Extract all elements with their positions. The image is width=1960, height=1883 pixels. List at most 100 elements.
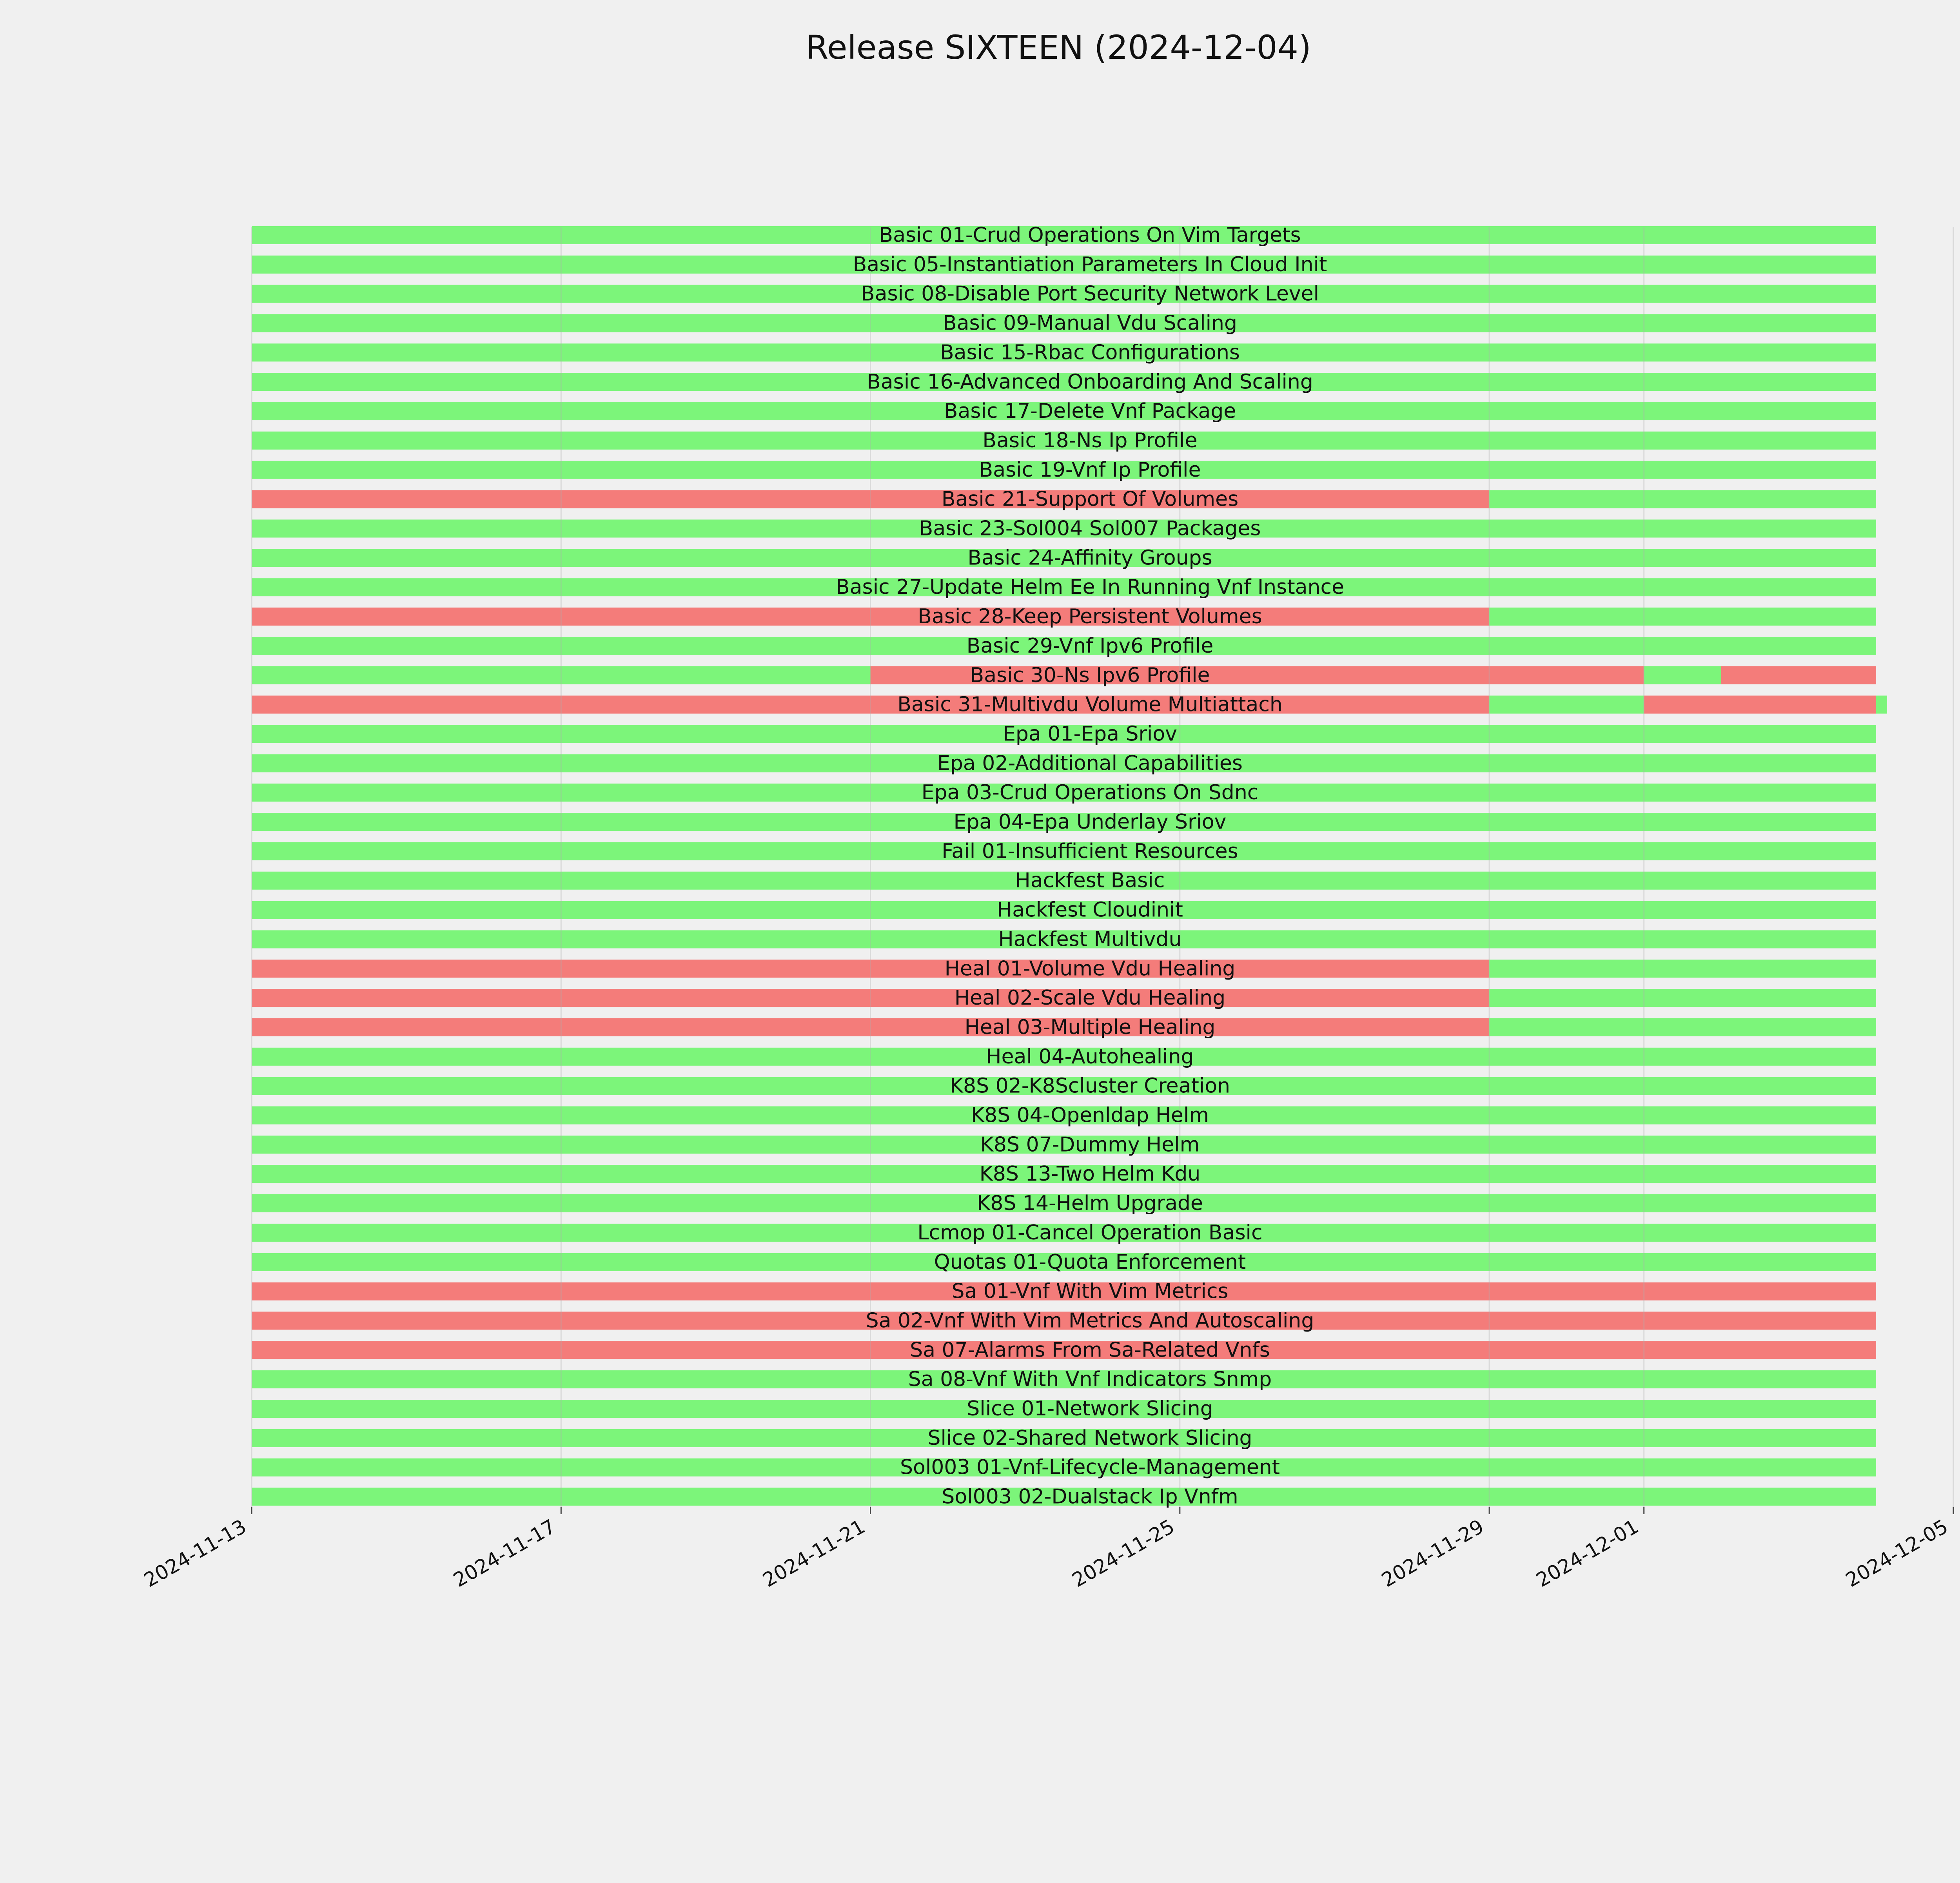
row-label: Sol003 01-Vnf-Lifecycle-Management <box>900 1456 1280 1479</box>
row-label: Basic 27-Update Helm Ee In Running Vnf I… <box>836 575 1344 599</box>
bar-segment-pass <box>252 1136 1876 1154</box>
bar-segment-pass <box>252 1223 1876 1242</box>
row-label: Basic 19-Vnf Ip Profile <box>979 458 1201 482</box>
bar-segment-pass <box>252 1253 1876 1271</box>
row-label: Basic 31-Multivdu Volume Multiattach <box>897 693 1283 717</box>
bar-segment-fail <box>252 1018 1490 1036</box>
row-label: Epa 04-Epa Underlay Sriov <box>954 810 1227 834</box>
row-label: K8S 02-K8Scluster Creation <box>950 1074 1230 1098</box>
row-label: Hackfest Cloudinit <box>997 898 1183 922</box>
bar-segment-pass <box>252 1047 1876 1066</box>
row-label: K8S 13-Two Helm Kdu <box>980 1162 1201 1186</box>
row-label: Basic 30-Ns Ipv6 Profile <box>970 664 1210 687</box>
bar-segment-pass <box>252 314 1876 332</box>
bar-segment-fail <box>252 608 1490 626</box>
bar-segment-pass <box>252 784 1876 802</box>
row-label: Basic 16-Advanced Onboarding And Scaling <box>867 370 1313 394</box>
bar-segment-pass <box>1876 695 1887 714</box>
bar-segment-pass <box>1489 490 1876 508</box>
row-label: Basic 23-Sol004 Sol007 Packages <box>919 517 1261 541</box>
bar-segment-fail <box>252 490 1490 508</box>
bar-segment-pass <box>252 1194 1876 1212</box>
row-label: Quotas 01-Quota Enforcement <box>934 1250 1246 1274</box>
x-tick-label: 2024-11-17 <box>450 1515 560 1592</box>
row-label: Basic 24-Affinity Groups <box>967 546 1212 570</box>
x-tick-label: 2024-12-05 <box>1842 1515 1952 1592</box>
row-label: Heal 02-Scale Vdu Healing <box>955 986 1225 1010</box>
bar-segment-fail <box>252 960 1490 978</box>
bar-segment-pass <box>252 1429 1876 1447</box>
bar-segment-pass <box>252 402 1876 421</box>
row-label: Epa 02-Additional Capabilities <box>937 751 1243 775</box>
bar-segment-pass <box>1644 666 1721 684</box>
row-label: K8S 07-Dummy Helm <box>980 1133 1200 1156</box>
row-label: Basic 18-Ns Ip Profile <box>982 429 1197 452</box>
bar-segment-fail <box>1644 695 1876 714</box>
bar-segment-pass <box>252 549 1876 567</box>
bar-segment-pass <box>252 871 1876 890</box>
bar-segment-pass <box>252 519 1876 538</box>
bar-segment-pass <box>252 813 1876 831</box>
bar-segment-pass <box>252 930 1876 949</box>
bar-segment-pass <box>252 226 1876 244</box>
x-tick-label: 2024-12-01 <box>1532 1515 1642 1592</box>
x-tick-label: 2024-11-25 <box>1068 1515 1178 1592</box>
bar-segment-pass <box>252 901 1876 919</box>
row-label: Sa 01-Vnf With Vim Metrics <box>951 1280 1228 1303</box>
bar-segment-fail <box>1721 666 1876 684</box>
bar-segment-pass <box>252 842 1876 860</box>
row-label: Sol003 02-Dualstack Ip Vnfm <box>942 1485 1238 1509</box>
bar-segment-pass <box>252 578 1876 597</box>
row-label: Hackfest Multivdu <box>998 927 1182 951</box>
bar-segment-fail <box>252 989 1490 1007</box>
x-tick-label: 2024-11-21 <box>759 1515 869 1592</box>
chart-title: Release SIXTEEN (2024-12-04) <box>806 28 1311 67</box>
row-label: Basic 29-Vnf Ipv6 Profile <box>967 634 1214 658</box>
row-label: Fail 01-Insufficient Resources <box>942 840 1238 863</box>
bar-segment-pass <box>1489 1018 1876 1036</box>
row-labels: Basic 01-Crud Operations On Vim Targets B… <box>836 223 1344 1509</box>
x-tick-label: 2024-11-13 <box>140 1515 250 1592</box>
bar-segment-pass <box>1489 695 1644 714</box>
bar-segment-pass <box>252 1370 1876 1389</box>
row-label: Basic 09-Manual Vdu Scaling <box>943 312 1237 335</box>
row-label: Sa 08-Vnf With Vnf Indicators Snmp <box>908 1368 1272 1391</box>
bar-segment-pass <box>252 1400 1876 1418</box>
x-axis: 2024-11-13 2024-11-17 2024-11-21 2024-11-25… <box>140 1507 1954 1592</box>
row-label: K8S 14-Helm Upgrade <box>977 1192 1203 1215</box>
bar-segment-fail <box>252 695 1490 714</box>
row-label: Epa 03-Crud Operations On Sdnc <box>922 781 1259 804</box>
bar-segment-pass <box>252 637 1876 655</box>
row-label: Heal 04-Autohealing <box>986 1045 1194 1068</box>
row-label: Heal 03-Multiple Healing <box>965 1016 1216 1039</box>
bar-segment-pass <box>252 373 1876 391</box>
row-label: Lcmop 01-Cancel Operation Basic <box>917 1221 1262 1244</box>
bar-segment-fail <box>252 1282 1876 1301</box>
bar-segment-fail <box>252 1312 1876 1330</box>
bar-segment-pass <box>252 754 1876 773</box>
bar-segment-pass <box>252 666 871 684</box>
bar-segment-pass <box>252 725 1876 743</box>
row-label: Basic 01-Crud Operations On Vim Targets <box>879 223 1301 247</box>
bar-segment-pass <box>252 343 1876 362</box>
bar-segment-fail <box>870 666 1644 684</box>
bar-segment-pass <box>252 1165 1876 1183</box>
grid-layer <box>251 227 1954 1507</box>
row-label: Slice 01-Network Slicing <box>967 1397 1213 1420</box>
bar-segment-pass <box>1489 608 1876 626</box>
row-label: Basic 28-Keep Persistent Volumes <box>918 605 1262 628</box>
bars-layer <box>252 226 1887 1506</box>
row-label: Basic 21-Support Of Volumes <box>942 488 1238 511</box>
x-tick-label: 2024-11-29 <box>1377 1515 1488 1592</box>
row-label: Sa 02-Vnf With Vim Metrics And Autoscali… <box>866 1309 1314 1332</box>
bar-segment-pass <box>252 431 1876 450</box>
bar-segment-pass <box>252 1077 1876 1095</box>
bar-segment-pass <box>252 285 1876 303</box>
bar-segment-pass <box>1489 989 1876 1007</box>
bar-segment-pass <box>1489 960 1876 978</box>
bar-segment-pass <box>252 461 1876 479</box>
bar-segment-fail <box>252 1341 1876 1359</box>
row-label: Basic 17-Delete Vnf Package <box>944 399 1236 423</box>
